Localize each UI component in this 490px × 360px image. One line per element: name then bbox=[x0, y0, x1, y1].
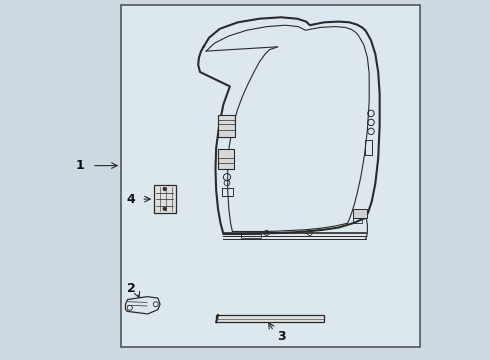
Circle shape bbox=[163, 187, 167, 191]
Bar bbox=[218, 115, 235, 137]
Bar bbox=[218, 149, 234, 169]
FancyBboxPatch shape bbox=[153, 185, 176, 213]
Text: 1: 1 bbox=[76, 159, 85, 172]
Bar bbox=[222, 188, 233, 196]
Bar bbox=[242, 234, 261, 238]
Bar bbox=[353, 209, 368, 218]
Bar bbox=[353, 218, 362, 223]
Text: 4: 4 bbox=[126, 193, 135, 206]
Text: 3: 3 bbox=[277, 330, 285, 343]
Text: 2: 2 bbox=[127, 282, 136, 294]
Bar bbox=[216, 315, 324, 322]
Bar bbox=[365, 140, 372, 155]
Bar bbox=[121, 5, 419, 347]
Circle shape bbox=[163, 207, 167, 211]
